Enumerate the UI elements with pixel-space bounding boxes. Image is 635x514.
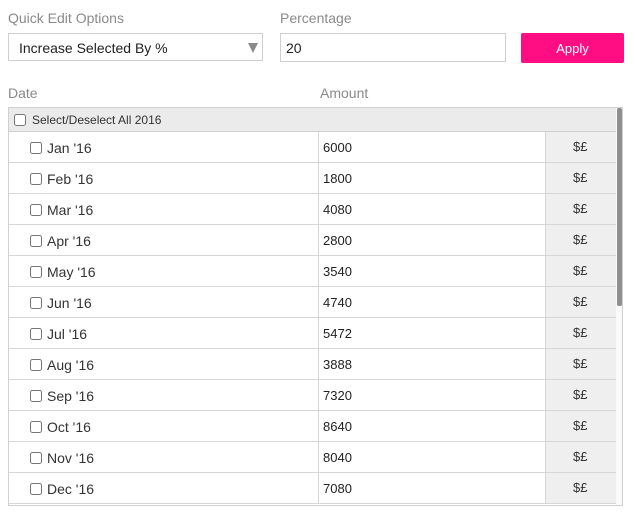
amount-column-header: Amount bbox=[320, 85, 369, 101]
table-row: Dec '16 7080 $£ bbox=[9, 473, 616, 504]
select-all-label: Select/Deselect All 2016 bbox=[32, 113, 162, 127]
amount-cell[interactable]: 7320 bbox=[318, 380, 546, 410]
row-date: Dec '16 bbox=[47, 481, 95, 497]
table-row: Jun '16 4740 $£ bbox=[9, 287, 616, 318]
chevron-down-icon bbox=[248, 43, 258, 53]
currency-symbol: $£ bbox=[573, 294, 588, 309]
table-row: Jul '16 5472 $£ bbox=[9, 318, 616, 349]
currency-symbol: $£ bbox=[573, 449, 588, 464]
quick-edit-selected-value: Increase Selected By % bbox=[19, 40, 168, 56]
row-checkbox[interactable] bbox=[30, 266, 42, 278]
table-row: Nov '16 8040 $£ bbox=[9, 442, 616, 473]
row-date: Mar '16 bbox=[47, 202, 94, 218]
select-all-row: Select/Deselect All 2016 bbox=[9, 108, 616, 132]
currency-cell[interactable]: $£ bbox=[546, 349, 616, 379]
currency-symbol: $£ bbox=[573, 356, 588, 371]
currency-symbol: $£ bbox=[573, 139, 588, 154]
row-date: May '16 bbox=[47, 264, 96, 280]
percentage-input[interactable] bbox=[280, 33, 506, 62]
select-all-checkbox[interactable] bbox=[14, 114, 26, 126]
amount-value: 7320 bbox=[323, 388, 352, 403]
table-row: Jan '16 6000 $£ bbox=[9, 132, 616, 163]
amount-value: 1800 bbox=[323, 171, 352, 186]
currency-symbol: $£ bbox=[573, 263, 588, 278]
amount-grid: Select/Deselect All 2016 Jan '16 6000 $£ Fe… bbox=[8, 107, 623, 506]
row-date: Aug '16 bbox=[47, 357, 95, 373]
row-date: Sep '16 bbox=[47, 388, 95, 404]
row-checkbox[interactable] bbox=[30, 297, 42, 309]
row-checkbox[interactable] bbox=[30, 421, 42, 433]
currency-cell[interactable]: $£ bbox=[546, 225, 616, 255]
row-date: Nov '16 bbox=[47, 450, 95, 466]
amount-cell[interactable]: 7080 bbox=[318, 473, 546, 503]
currency-symbol: $£ bbox=[573, 232, 588, 247]
scrollbar-thumb[interactable] bbox=[617, 108, 622, 306]
table-row: May '16 3540 $£ bbox=[9, 256, 616, 287]
amount-cell[interactable]: 8040 bbox=[318, 442, 546, 472]
currency-cell[interactable]: $£ bbox=[546, 411, 616, 441]
row-date: Apr '16 bbox=[47, 233, 91, 249]
quick-edit-select[interactable]: Increase Selected By % bbox=[8, 33, 263, 61]
table-row: Feb '16 1800 $£ bbox=[9, 163, 616, 194]
amount-cell[interactable]: 5472 bbox=[318, 318, 546, 348]
amount-cell[interactable]: 4740 bbox=[318, 287, 546, 317]
currency-symbol: $£ bbox=[573, 480, 588, 495]
amount-value: 8040 bbox=[323, 450, 352, 465]
currency-symbol: $£ bbox=[573, 170, 588, 185]
amount-value: 3540 bbox=[323, 264, 352, 279]
scrollbar-track[interactable] bbox=[616, 108, 622, 505]
row-checkbox[interactable] bbox=[30, 204, 42, 216]
amount-cell[interactable]: 8640 bbox=[318, 411, 546, 441]
currency-symbol: $£ bbox=[573, 418, 588, 433]
row-checkbox[interactable] bbox=[30, 173, 42, 185]
row-checkbox[interactable] bbox=[30, 328, 42, 340]
amount-cell[interactable]: 3888 bbox=[318, 349, 546, 379]
percentage-label: Percentage bbox=[280, 10, 352, 26]
currency-symbol: $£ bbox=[573, 201, 588, 216]
date-column-header: Date bbox=[8, 85, 38, 101]
table-row: Aug '16 3888 $£ bbox=[9, 349, 616, 380]
currency-cell[interactable]: $£ bbox=[546, 163, 616, 193]
amount-value: 4080 bbox=[323, 202, 352, 217]
row-checkbox[interactable] bbox=[30, 142, 42, 154]
table-row: Apr '16 2800 $£ bbox=[9, 225, 616, 256]
currency-cell[interactable]: $£ bbox=[546, 132, 616, 162]
amount-value: 7080 bbox=[323, 481, 352, 496]
currency-cell[interactable]: $£ bbox=[546, 256, 616, 286]
currency-cell[interactable]: $£ bbox=[546, 442, 616, 472]
amount-value: 2800 bbox=[323, 233, 352, 248]
currency-cell[interactable]: $£ bbox=[546, 287, 616, 317]
row-date: Feb '16 bbox=[47, 171, 94, 187]
amount-cell[interactable]: 2800 bbox=[318, 225, 546, 255]
currency-symbol: $£ bbox=[573, 325, 588, 340]
amount-cell[interactable]: 3540 bbox=[318, 256, 546, 286]
row-checkbox[interactable] bbox=[30, 452, 42, 464]
table-row: Sep '16 7320 $£ bbox=[9, 380, 616, 411]
currency-cell[interactable]: $£ bbox=[546, 380, 616, 410]
table-row: Oct '16 8640 $£ bbox=[9, 411, 616, 442]
apply-button[interactable]: Apply bbox=[521, 33, 624, 63]
table-row: Mar '16 4080 $£ bbox=[9, 194, 616, 225]
row-checkbox[interactable] bbox=[30, 359, 42, 371]
row-date: Oct '16 bbox=[47, 419, 91, 435]
row-date: Jun '16 bbox=[47, 295, 92, 311]
amount-value: 6000 bbox=[323, 140, 352, 155]
quick-edit-label: Quick Edit Options bbox=[8, 10, 124, 26]
currency-cell[interactable]: $£ bbox=[546, 318, 616, 348]
row-checkbox[interactable] bbox=[30, 390, 42, 402]
amount-value: 4740 bbox=[323, 295, 352, 310]
amount-value: 8640 bbox=[323, 419, 352, 434]
amount-cell[interactable]: 4080 bbox=[318, 194, 546, 224]
row-date: Jan '16 bbox=[47, 140, 92, 156]
currency-cell[interactable]: $£ bbox=[546, 194, 616, 224]
amount-cell[interactable]: 1800 bbox=[318, 163, 546, 193]
currency-cell[interactable]: $£ bbox=[546, 473, 616, 503]
row-date: Jul '16 bbox=[47, 326, 88, 342]
row-checkbox[interactable] bbox=[30, 483, 42, 495]
currency-symbol: $£ bbox=[573, 387, 588, 402]
amount-cell[interactable]: 6000 bbox=[318, 132, 546, 162]
row-checkbox[interactable] bbox=[30, 235, 42, 247]
amount-value: 3888 bbox=[323, 357, 352, 372]
amount-value: 5472 bbox=[323, 326, 352, 341]
